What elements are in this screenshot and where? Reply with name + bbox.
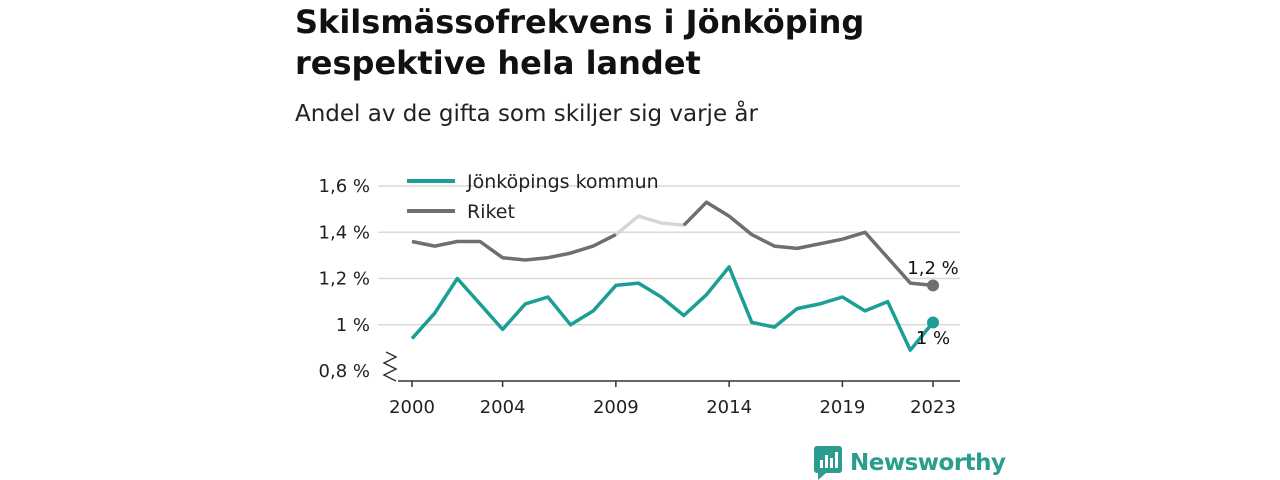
end-labels: 1,2 % 1 %: [907, 258, 958, 349]
series-line-jonkoping: [410, 265, 935, 352]
legend-label-jonkoping: Jönköpings kommun: [466, 171, 659, 193]
y-tick-label: 0,8 %: [319, 361, 370, 382]
x-tick-label: 2000: [389, 397, 435, 418]
x-tick-label: 2014: [706, 397, 752, 418]
y-tick-label: 1,2 %: [319, 269, 370, 290]
y-tick-label: 1,6 %: [319, 176, 370, 197]
newsworthy-icon: [814, 446, 842, 480]
chart-title: Skilsmässofrekvens i Jönköping respektiv…: [295, 3, 865, 82]
x-tick-label: 2009: [593, 397, 639, 418]
series-lines: [410, 200, 939, 352]
x-tick-label: 2023: [910, 397, 956, 418]
end-point-riket: [927, 279, 939, 292]
series-line-riket-faded: [614, 214, 684, 236]
end-label-jonkoping: 1 %: [916, 328, 950, 349]
axis-break-icon: [382, 351, 398, 382]
series-line-riket: [411, 233, 617, 262]
y-tick-label: 1 %: [336, 315, 370, 336]
brand-name: Newsworthy: [850, 450, 1006, 476]
legend-label-riket: Riket: [467, 201, 515, 223]
y-tick-label: 1,4 %: [319, 222, 370, 243]
end-label-riket: 1,2 %: [907, 258, 958, 279]
brand-logo: Newsworthy: [814, 446, 1006, 480]
x-axis: [382, 351, 960, 382]
y-axis-ticks: 0,8 % 1 % 1,2 % 1,4 % 1,6 %: [319, 176, 370, 382]
chart-subtitle: Andel av de gifta som skiljer sig varje …: [295, 101, 758, 127]
legend: Jönköpings kommun Riket: [407, 171, 659, 223]
series-line-riket: [682, 200, 934, 288]
x-tick-label: 2004: [480, 397, 526, 418]
x-axis-ticks: 2000 2004 2009 2014 2019 2023: [389, 381, 956, 418]
x-tick-label: 2019: [819, 397, 865, 418]
end-point-jonkoping: [927, 316, 939, 329]
